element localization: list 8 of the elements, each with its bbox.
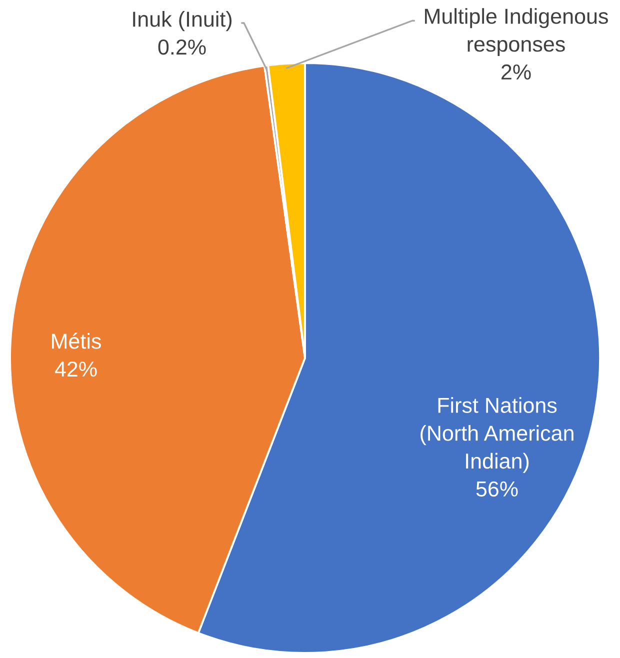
data-label: 2% (502, 64, 531, 80)
data-label: 0.2% (158, 39, 206, 55)
slice-label: First Nations (North American Indian) (420, 397, 574, 473)
slice-label: Multiple Indigenous responses (425, 8, 608, 56)
slice-label: Inuk (Inuit) (133, 11, 232, 32)
data-label: 56% (476, 481, 518, 497)
slice-label: Métis (52, 332, 101, 349)
data-label: 42% (54, 361, 97, 377)
